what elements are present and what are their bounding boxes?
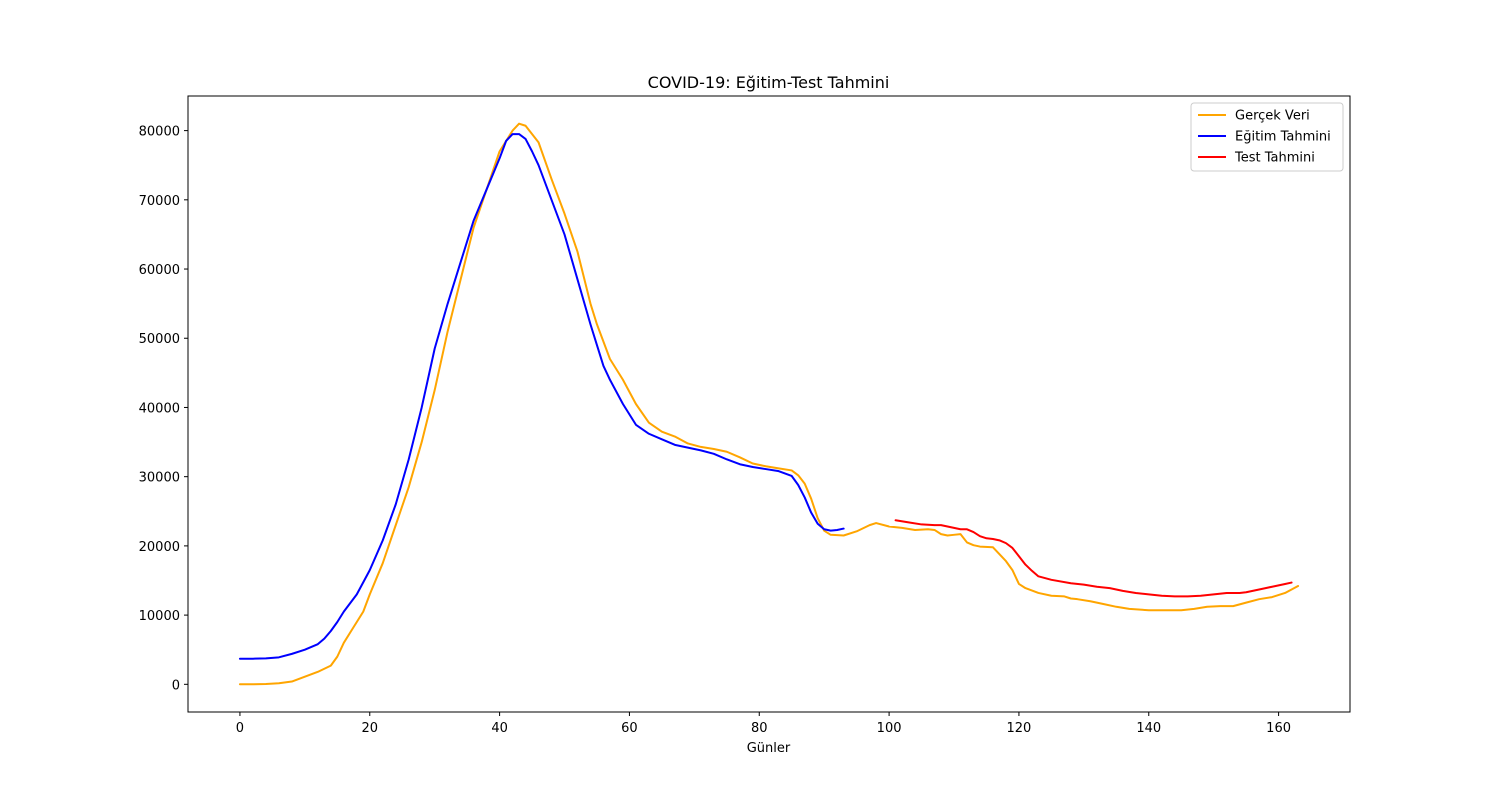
- y-tick-label: 50000: [139, 332, 180, 347]
- legend-label: Eğitim Tahmini: [1235, 130, 1331, 145]
- legend-label: Test Tahmini: [1234, 151, 1315, 166]
- y-tick-label: 70000: [139, 194, 180, 209]
- x-tick-label: 80: [751, 721, 768, 736]
- y-tick-label: 20000: [139, 540, 180, 555]
- x-axis-ticks: 0 20 40 60 80 100 120 140 160: [236, 712, 1291, 736]
- y-tick-label: 60000: [139, 263, 180, 278]
- x-tick-label: 100: [877, 721, 902, 736]
- legend-box: [1190, 102, 1344, 172]
- plot-frame: [187, 95, 1351, 713]
- y-tick-label: 30000: [139, 471, 180, 486]
- y-tick-label: 0: [172, 678, 180, 693]
- legend-label: Gerçek Veri: [1235, 109, 1310, 124]
- series-line-3: [894, 519, 1293, 598]
- x-tick-label: 20: [361, 721, 378, 736]
- x-tick-label: 0: [236, 721, 244, 736]
- y-axis-ticks: 0 10000 20000 30000 40000 50000 60000 70000 8000…: [139, 125, 188, 693]
- plot-area: [187, 95, 1351, 713]
- legend: Gerçek Veri Eğitim Tahmini Test Tahmini: [1190, 102, 1344, 172]
- y-tick-label: 40000: [139, 401, 180, 416]
- x-tick-label: 40: [491, 721, 508, 736]
- series-layer: [238, 122, 1300, 686]
- y-tick-label: 80000: [139, 125, 180, 140]
- x-axis-label: Günler: [747, 741, 791, 756]
- x-tick-label: 120: [1007, 721, 1032, 736]
- x-tick-label: 140: [1136, 721, 1161, 736]
- series-line-1: [238, 122, 1300, 686]
- x-tick-label: 160: [1266, 721, 1291, 736]
- x-tick-label: 60: [621, 721, 638, 736]
- y-tick-label: 10000: [139, 609, 180, 624]
- series-line-2: [238, 133, 845, 660]
- chart-title: COVID-19: Eğitim-Test Tahmini: [648, 73, 890, 92]
